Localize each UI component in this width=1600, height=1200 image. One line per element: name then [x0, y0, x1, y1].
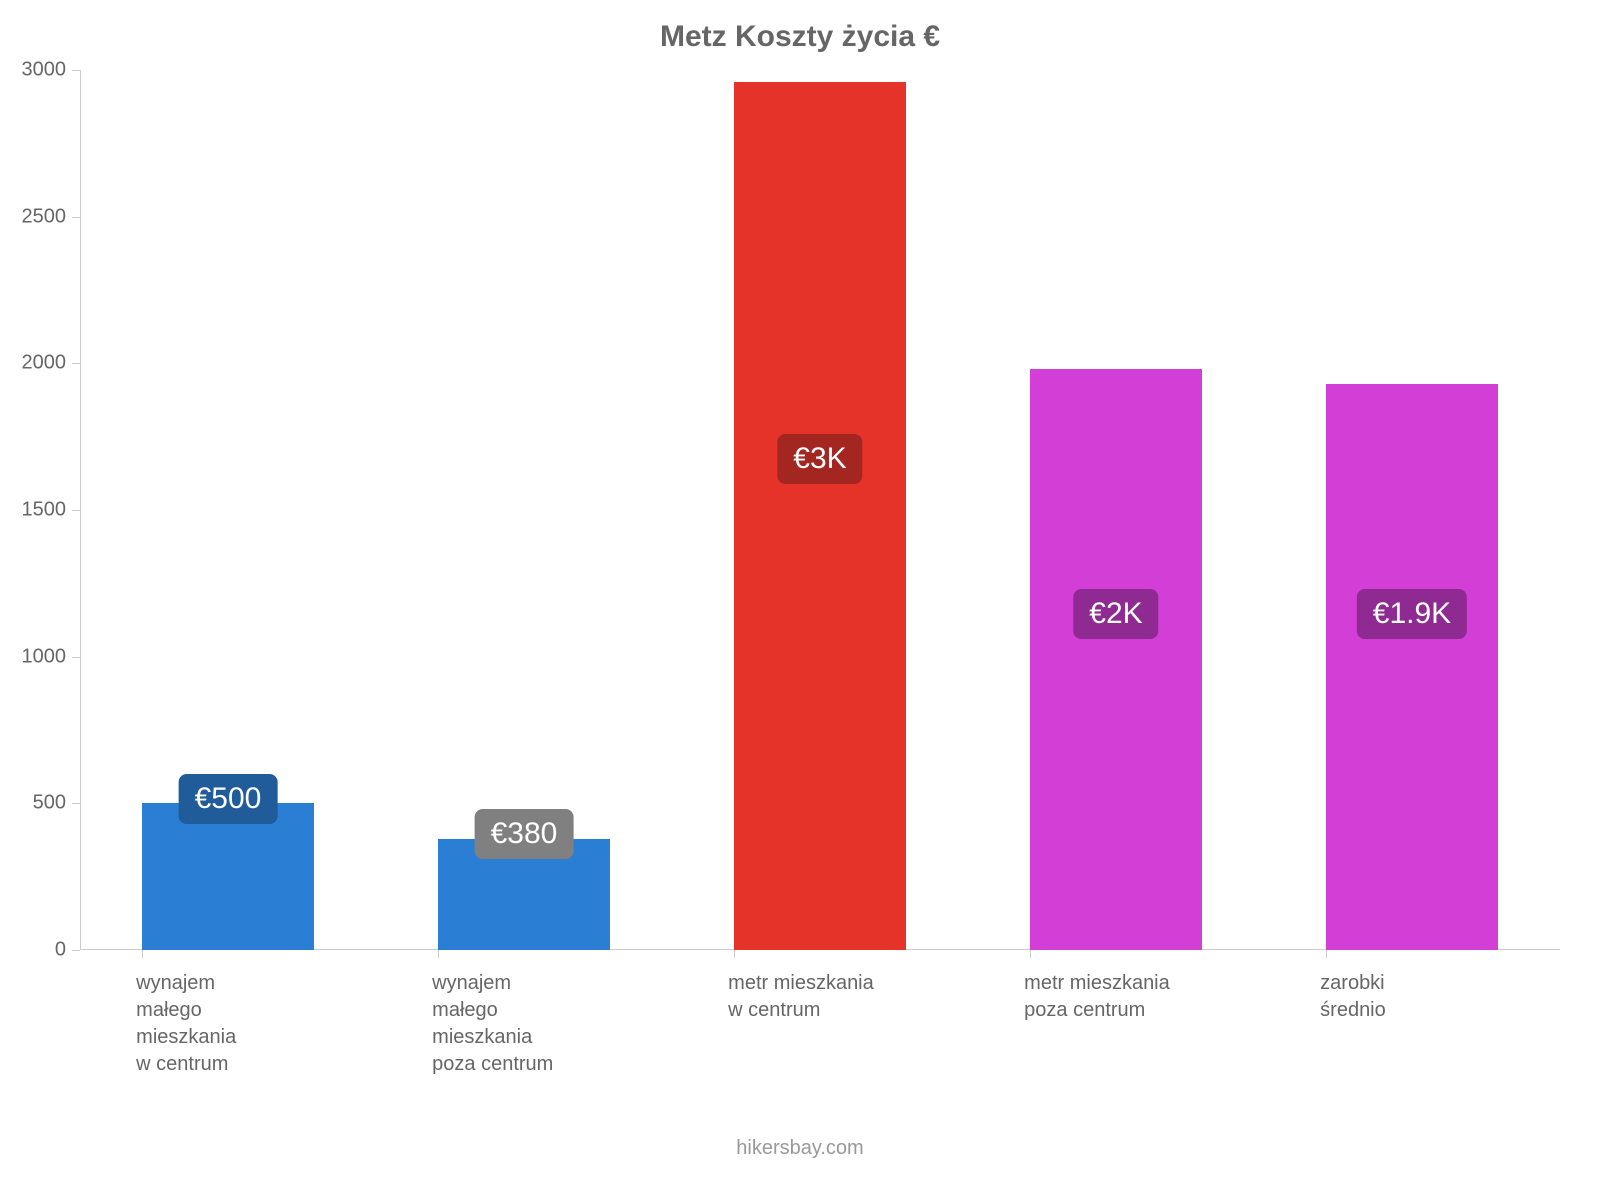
- y-tick-label: 2500: [22, 205, 81, 228]
- y-tick-label: 500: [33, 792, 80, 815]
- bar-value-label: €3K: [777, 434, 862, 484]
- x-tick-label: wynajem małego mieszkania w centrum: [136, 950, 236, 1078]
- bar: [1030, 369, 1202, 950]
- bar-value-label: €1.9K: [1357, 589, 1467, 639]
- y-tick-label: 2000: [22, 352, 81, 375]
- y-tick-label: 1000: [22, 645, 81, 668]
- x-tick-label: zarobki średnio: [1320, 950, 1386, 1024]
- chart-container: Metz Koszty życia € 05001000150020002500…: [0, 0, 1600, 1200]
- y-tick-label: 0: [55, 939, 80, 962]
- bar: [142, 803, 314, 950]
- chart-title: Metz Koszty życia €: [0, 20, 1600, 54]
- bar: [1326, 384, 1498, 950]
- x-tick-label: metr mieszkania w centrum: [728, 950, 874, 1024]
- bar: [734, 82, 906, 950]
- bar-value-label: €380: [475, 809, 574, 859]
- x-tick-label: wynajem małego mieszkania poza centrum: [432, 950, 553, 1078]
- credit-text: hikersbay.com: [0, 1137, 1600, 1160]
- bar-value-label: €500: [179, 774, 278, 824]
- x-tick-label: metr mieszkania poza centrum: [1024, 950, 1170, 1024]
- bar-value-label: €2K: [1073, 589, 1158, 639]
- y-tick-label: 1500: [22, 499, 81, 522]
- y-axis: [80, 70, 81, 950]
- plot-area: 050010001500200025003000€500wynajem małe…: [80, 70, 1560, 950]
- y-tick-label: 3000: [22, 59, 81, 82]
